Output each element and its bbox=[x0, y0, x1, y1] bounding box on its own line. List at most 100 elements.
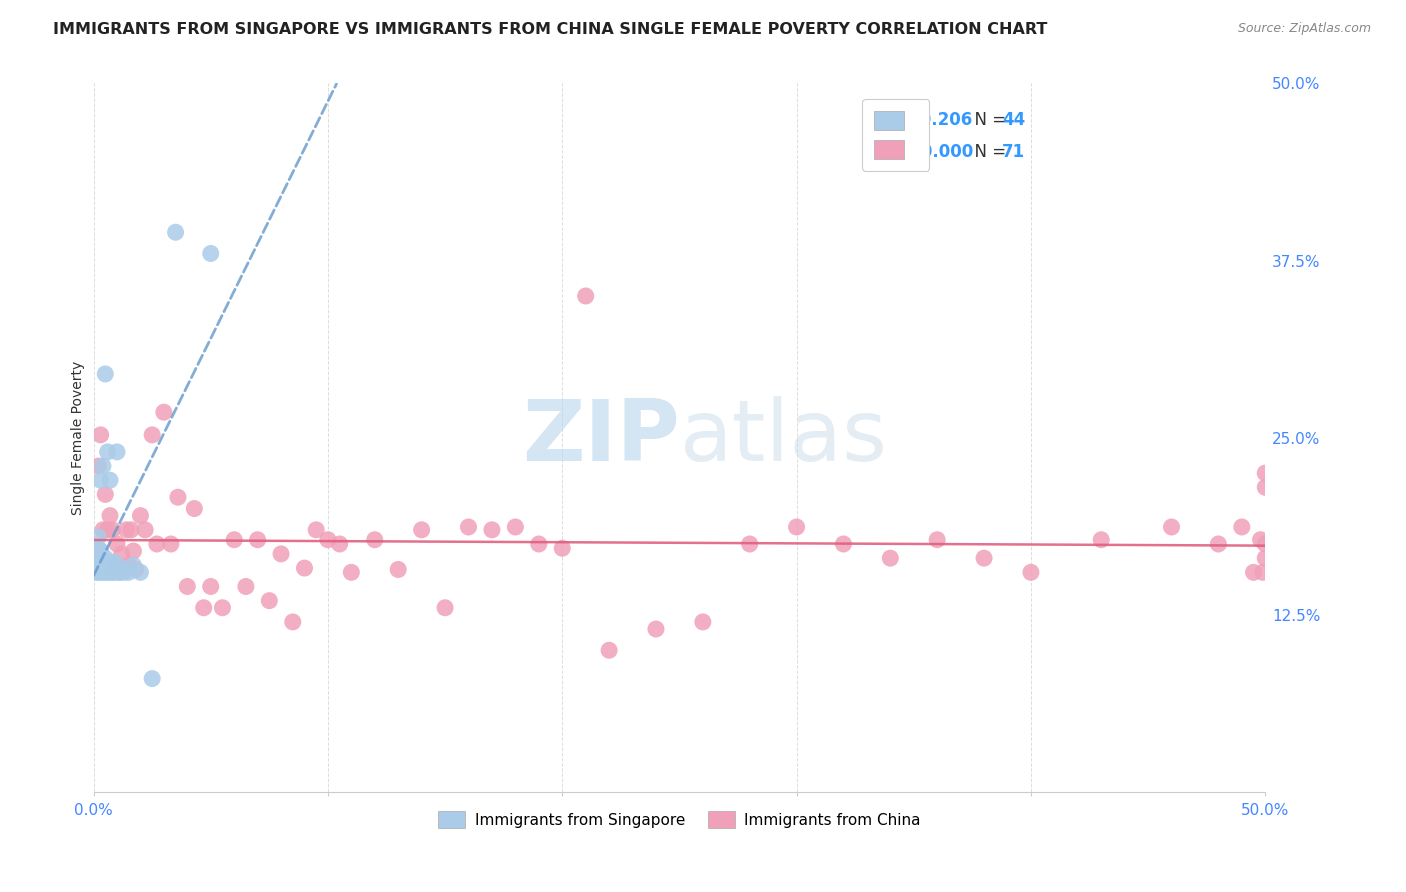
Point bbox=[1254, 466, 1277, 480]
Point bbox=[235, 579, 257, 593]
Point bbox=[146, 537, 169, 551]
Point bbox=[1251, 566, 1274, 580]
Point bbox=[246, 533, 269, 547]
Point bbox=[786, 520, 808, 534]
Point bbox=[1090, 533, 1112, 547]
Point bbox=[97, 523, 120, 537]
Point bbox=[1243, 566, 1265, 580]
Point bbox=[167, 490, 190, 504]
Point bbox=[84, 566, 107, 580]
Text: IMMIGRANTS FROM SINGAPORE VS IMMIGRANTS FROM CHINA SINGLE FEMALE POVERTY CORRELA: IMMIGRANTS FROM SINGAPORE VS IMMIGRANTS … bbox=[53, 22, 1047, 37]
Point bbox=[1250, 533, 1272, 547]
Point bbox=[551, 541, 574, 556]
Point bbox=[270, 547, 292, 561]
Point bbox=[94, 367, 117, 381]
Point bbox=[94, 566, 117, 580]
Point bbox=[90, 473, 112, 487]
Point bbox=[101, 566, 124, 580]
Point bbox=[125, 562, 148, 576]
Point bbox=[832, 537, 855, 551]
Point bbox=[98, 508, 121, 523]
Point bbox=[84, 551, 107, 566]
Point bbox=[115, 523, 138, 537]
Point bbox=[90, 544, 112, 558]
Text: N =: N = bbox=[965, 144, 1012, 161]
Point bbox=[122, 544, 145, 558]
Text: -0.000: -0.000 bbox=[914, 144, 973, 161]
Point bbox=[98, 566, 121, 580]
Text: atlas: atlas bbox=[679, 396, 887, 479]
Point bbox=[134, 523, 156, 537]
Point bbox=[111, 547, 134, 561]
Point bbox=[645, 622, 668, 636]
Point bbox=[118, 566, 141, 580]
Point bbox=[141, 672, 163, 686]
Point bbox=[316, 533, 339, 547]
Point bbox=[108, 566, 131, 580]
Point bbox=[105, 561, 128, 575]
Point bbox=[90, 555, 112, 569]
Text: 71: 71 bbox=[1002, 144, 1025, 161]
Point bbox=[104, 558, 127, 573]
Point bbox=[90, 428, 112, 442]
Point bbox=[575, 289, 598, 303]
Point bbox=[112, 566, 135, 580]
Point bbox=[387, 562, 409, 576]
Point bbox=[879, 551, 901, 566]
Point bbox=[104, 566, 127, 580]
Point bbox=[1230, 520, 1253, 534]
Point bbox=[104, 555, 127, 569]
Point bbox=[87, 547, 110, 561]
Text: 0.206: 0.206 bbox=[914, 111, 973, 128]
Point bbox=[101, 555, 124, 569]
Point bbox=[457, 520, 479, 534]
Point bbox=[91, 566, 114, 580]
Point bbox=[108, 566, 131, 580]
Point bbox=[340, 566, 363, 580]
Text: Source: ZipAtlas.com: Source: ZipAtlas.com bbox=[1237, 22, 1371, 36]
Point bbox=[87, 458, 110, 473]
Point bbox=[129, 508, 152, 523]
Point bbox=[329, 537, 352, 551]
Point bbox=[481, 523, 503, 537]
Point bbox=[692, 615, 714, 629]
Point bbox=[505, 520, 527, 534]
Point bbox=[411, 523, 433, 537]
Point bbox=[165, 225, 187, 239]
Point bbox=[98, 555, 121, 569]
Text: N =: N = bbox=[965, 111, 1012, 128]
Point bbox=[183, 501, 205, 516]
Point bbox=[97, 566, 120, 580]
Point bbox=[129, 566, 152, 580]
Point bbox=[84, 551, 107, 566]
Point bbox=[112, 562, 135, 576]
Point bbox=[105, 537, 128, 551]
Point bbox=[927, 533, 949, 547]
Point bbox=[87, 566, 110, 580]
Point bbox=[90, 551, 112, 566]
Point bbox=[153, 405, 176, 419]
Point bbox=[111, 561, 134, 575]
Point bbox=[259, 593, 281, 607]
Point bbox=[294, 561, 316, 575]
Point bbox=[1254, 537, 1277, 551]
Point bbox=[281, 615, 304, 629]
Point bbox=[98, 473, 121, 487]
Point bbox=[200, 246, 222, 260]
Point bbox=[94, 551, 117, 566]
Point bbox=[118, 558, 141, 573]
Point bbox=[176, 579, 198, 593]
Point bbox=[91, 555, 114, 569]
Point bbox=[87, 554, 110, 568]
Point bbox=[97, 445, 120, 459]
Point bbox=[1254, 480, 1277, 494]
Point bbox=[94, 558, 117, 573]
Point bbox=[527, 537, 550, 551]
Point bbox=[1160, 520, 1182, 534]
Point bbox=[305, 523, 328, 537]
Point bbox=[193, 600, 215, 615]
Point bbox=[224, 533, 246, 547]
Point bbox=[738, 537, 761, 551]
Point bbox=[141, 428, 163, 442]
Point bbox=[90, 566, 112, 580]
